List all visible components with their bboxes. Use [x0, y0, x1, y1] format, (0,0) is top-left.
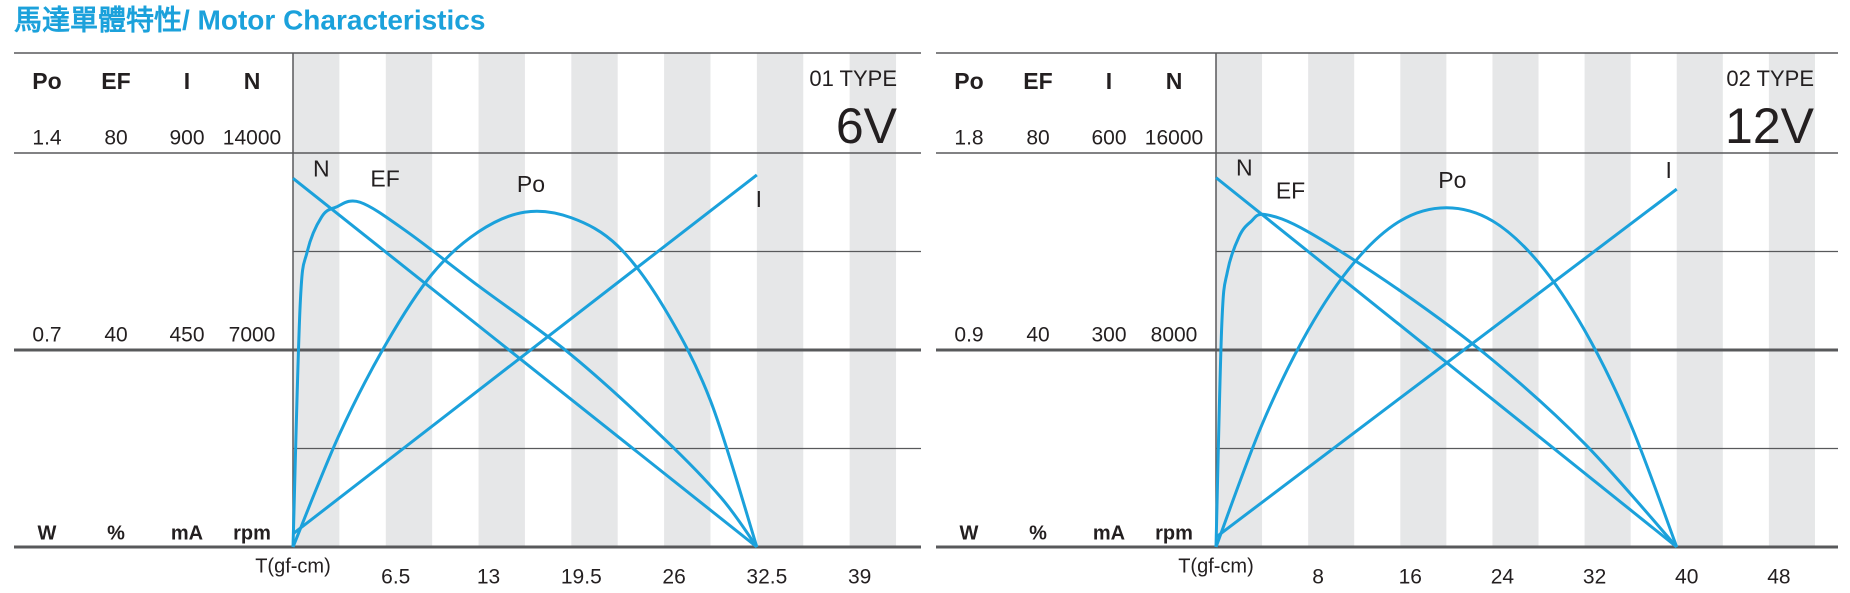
x-tick-label: 8	[1312, 566, 1324, 589]
background-stripe	[1308, 53, 1355, 547]
y-tick-label: 40	[1026, 324, 1049, 347]
type-label: 01 TYPE	[809, 66, 897, 91]
y-tick-label: 0.7	[32, 324, 61, 347]
x-tick-label: 24	[1491, 566, 1515, 589]
column-header: Po	[954, 68, 983, 94]
x-axis-label: T(gf-cm)	[255, 555, 331, 577]
x-axis-label: T(gf-cm)	[1178, 555, 1254, 577]
unit-label: rpm	[1155, 522, 1193, 544]
curve	[292, 177, 758, 549]
y-tick-label: 80	[1026, 127, 1049, 150]
unit-label: mA	[1093, 522, 1125, 544]
curve-label: I	[756, 186, 762, 212]
curve	[1215, 176, 1678, 549]
column-header: Po	[32, 68, 61, 94]
x-tick-label: 32	[1583, 566, 1606, 589]
y-tick-label: 1.8	[954, 127, 983, 150]
curve	[1214, 212, 1678, 548]
unit-label: %	[1029, 522, 1047, 544]
column-header: EF	[101, 68, 130, 94]
y-tick-label: 900	[169, 127, 204, 150]
curve-label: EF	[370, 165, 399, 191]
curve-label: N	[313, 155, 330, 181]
background-stripe	[1768, 53, 1815, 547]
column-header: N	[244, 68, 261, 94]
y-tick-label: 7000	[229, 324, 276, 347]
curve-label: I	[1666, 157, 1672, 183]
background-stripe	[1584, 53, 1631, 547]
background-stripe	[385, 53, 433, 547]
x-tick-label: 40	[1675, 566, 1698, 589]
y-tick-label: 8000	[1151, 324, 1198, 347]
column-header: N	[1166, 68, 1183, 94]
curve-label: Po	[1438, 167, 1466, 193]
background-stripe	[1400, 53, 1447, 547]
y-tick-label: 1.4	[32, 127, 62, 150]
type-label: 02 TYPE	[1726, 66, 1814, 91]
y-tick-label: 450	[169, 324, 204, 347]
y-tick-label: 40	[104, 324, 127, 347]
voltage-label: 6V	[836, 98, 898, 154]
curve	[291, 199, 759, 548]
curve-label: N	[1236, 155, 1253, 181]
curve-label: EF	[1276, 178, 1305, 204]
curve	[1214, 206, 1679, 548]
x-tick-label: 16	[1399, 566, 1422, 589]
y-tick-label: 0.9	[954, 324, 983, 347]
unit-label: W	[960, 522, 979, 544]
column-header: I	[1106, 68, 1112, 94]
background-stripe	[664, 53, 711, 547]
x-tick-label: 48	[1767, 566, 1790, 589]
voltage-label: 12V	[1725, 98, 1815, 154]
x-tick-label: 13	[477, 566, 500, 589]
background-stripe	[478, 53, 525, 547]
unit-label: mA	[171, 522, 203, 544]
background-stripe	[756, 53, 804, 547]
curve-label: Po	[517, 171, 545, 197]
y-tick-label: 14000	[223, 127, 281, 150]
unit-label: %	[107, 522, 125, 544]
column-header: I	[184, 68, 190, 94]
y-tick-label: 16000	[1145, 127, 1203, 150]
background-stripe	[1676, 53, 1723, 547]
unit-label: rpm	[233, 522, 271, 544]
column-header: EF	[1023, 68, 1052, 94]
x-tick-label: 6.5	[381, 566, 410, 589]
curve	[292, 173, 758, 536]
x-tick-label: 39	[848, 566, 871, 589]
background-stripe	[849, 53, 897, 547]
x-tick-label: 26	[662, 566, 685, 589]
unit-label: W	[38, 522, 57, 544]
y-tick-label: 600	[1091, 127, 1126, 150]
curve	[291, 209, 759, 548]
x-tick-label: 19.5	[561, 566, 602, 589]
y-tick-label: 300	[1091, 324, 1126, 347]
page-title: 馬達單體特性/ Motor Characteristics	[14, 4, 485, 35]
y-tick-label: 80	[104, 127, 127, 150]
x-tick-label: 32.5	[746, 566, 787, 589]
